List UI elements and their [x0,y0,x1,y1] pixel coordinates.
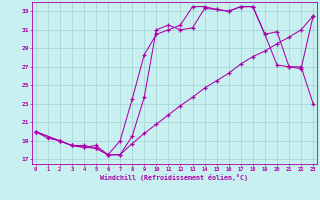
X-axis label: Windchill (Refroidissement éolien,°C): Windchill (Refroidissement éolien,°C) [100,174,248,181]
